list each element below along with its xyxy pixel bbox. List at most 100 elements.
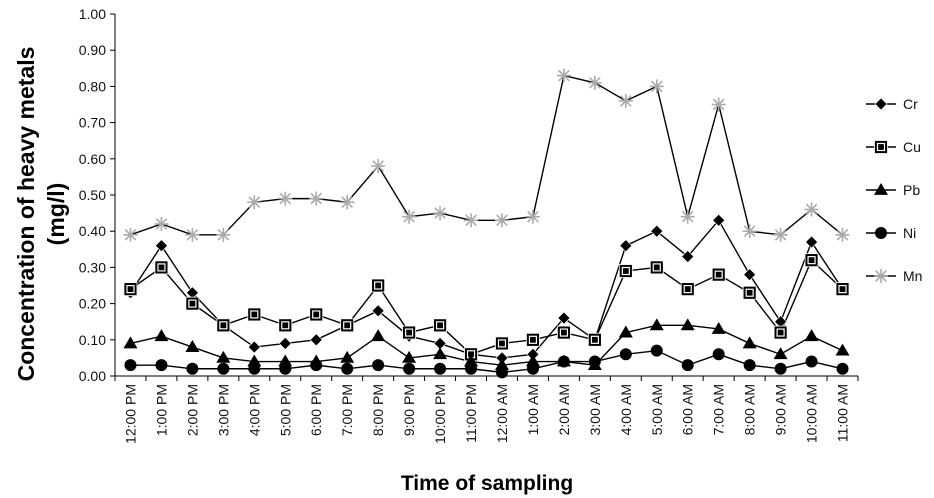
data-point-cu-inner	[126, 285, 135, 294]
data-point-pb	[216, 350, 231, 363]
data-point-mn	[247, 195, 262, 210]
data-point-mn	[742, 224, 757, 239]
data-point-mn	[402, 209, 417, 224]
legend-label-ni: Ni	[903, 225, 916, 241]
data-point-cr	[681, 250, 695, 263]
data-point-cu-inner	[405, 328, 414, 337]
data-point-cu-inner	[157, 263, 166, 272]
data-point-ni	[434, 362, 447, 375]
y-tick-label: 0.80	[79, 78, 106, 94]
data-point-mn	[123, 227, 138, 242]
data-point-ni	[526, 362, 539, 375]
data-point-pb	[154, 329, 169, 342]
data-point-cu-inner	[714, 270, 723, 279]
data-point-ni	[341, 362, 354, 375]
legend-label-cr: Cr	[903, 96, 918, 112]
data-point-mn	[618, 93, 633, 108]
x-tick-label: 11:00 PM	[463, 384, 479, 443]
data-point-cu-inner	[435, 321, 445, 330]
data-point-pb	[773, 347, 788, 360]
y-tick-label: 0.00	[79, 368, 106, 384]
data-point-pb	[433, 347, 448, 360]
data-point-cu-inner	[683, 285, 692, 294]
y-tick-label: 0.40	[79, 223, 106, 239]
data-point-mn	[309, 191, 324, 206]
data-point-ni	[155, 359, 168, 372]
data-point-cr	[743, 268, 757, 282]
y-tick-label: 0.50	[79, 187, 106, 203]
x-tick-label: 5:00 PM	[277, 384, 293, 436]
data-point-mn	[525, 209, 540, 224]
data-point-mn	[340, 195, 355, 210]
data-point-cr	[619, 239, 633, 253]
legend-marker-mn	[874, 269, 888, 283]
x-tick-label: 6:00 PM	[308, 384, 324, 436]
data-point-ni	[495, 366, 508, 379]
y-tick-label: 0.60	[79, 151, 106, 167]
data-point-pb	[804, 329, 819, 342]
data-point-cr	[309, 333, 323, 347]
data-point-cr	[278, 336, 292, 350]
data-point-mn	[711, 97, 726, 112]
data-point-ni	[465, 362, 478, 375]
data-point-cu-inner	[250, 310, 259, 319]
data-point-cu-inner	[745, 288, 754, 297]
data-point-cu-inner	[281, 321, 290, 330]
data-point-ni	[403, 362, 416, 375]
y-axis: 0.00 0.10 0.20 0.30 0.40 0.50 0.60 0.70 0.80 0.90…	[79, 6, 116, 384]
x-tick-label: 2:00 AM	[556, 384, 572, 435]
data-point-ni	[124, 359, 137, 372]
data-point-cu-inner	[343, 321, 352, 330]
x-tick-label: 8:00 PM	[370, 384, 386, 436]
data-point-cu-inner	[312, 310, 321, 319]
data-point-cu-inner	[776, 328, 785, 337]
data-point-ni	[310, 359, 323, 372]
data-point-pb	[494, 358, 509, 371]
series-lines	[129, 74, 844, 374]
data-point-pb	[278, 354, 293, 367]
data-point-cu-inner	[528, 335, 538, 344]
data-point-cu-inner	[559, 328, 568, 337]
data-point-mn	[371, 159, 386, 174]
data-point-cu-inner	[219, 321, 228, 330]
data-point-pb	[835, 343, 850, 356]
data-point-mn	[773, 227, 788, 242]
x-tick-label: 5:00 AM	[649, 384, 665, 435]
x-tick-label: 10:00 PM	[432, 384, 448, 444]
y-axis-title-line2: (mg/l)	[43, 183, 69, 246]
x-tick-label: 4:00 PM	[246, 384, 262, 436]
x-tick-label: 7:00 AM	[711, 384, 727, 435]
y-axis-title-line1: Concentration of heavy metals	[13, 47, 39, 382]
x-tick-label: 11:00 AM	[835, 384, 851, 442]
y-tick-label: 1.00	[79, 6, 106, 22]
data-point-cr	[155, 239, 168, 253]
data-point-pb	[525, 354, 540, 367]
series-line-pb	[130, 324, 843, 366]
y-tick-label: 0.20	[79, 296, 106, 312]
data-point-mn	[680, 209, 695, 224]
data-point-cr	[371, 304, 385, 318]
x-tick-label: 1:00 AM	[525, 384, 541, 435]
series-line-cu	[130, 258, 843, 356]
data-point-mn	[587, 75, 602, 90]
data-point-mn	[464, 213, 479, 228]
data-point-pb	[185, 340, 200, 352]
series-line-mn	[130, 74, 843, 236]
data-point-cu-inner	[838, 285, 847, 294]
data-point-ni	[836, 362, 849, 375]
data-point-pb	[742, 336, 757, 349]
data-point-ni	[588, 355, 601, 368]
data-point-mn	[278, 191, 293, 206]
x-tick-label: 12:00 AM	[494, 384, 510, 443]
data-point-ni	[186, 362, 199, 375]
data-point-pb	[371, 329, 386, 342]
data-point-pb	[711, 321, 726, 334]
x-axis-title: Time of sampling	[401, 472, 573, 495]
x-tick-label: 12:00 PM	[122, 384, 138, 444]
x-axis: 12:00 PM 1:00 PM 2:00 PM 3:00 PM 4:00 PM 5:00…	[114, 375, 859, 444]
x-tick-label: 4:00 AM	[618, 384, 634, 435]
data-point-pb	[402, 350, 417, 363]
data-point-cu-inner	[374, 281, 383, 290]
data-point-ni	[650, 344, 663, 357]
data-point-cr	[247, 340, 261, 354]
